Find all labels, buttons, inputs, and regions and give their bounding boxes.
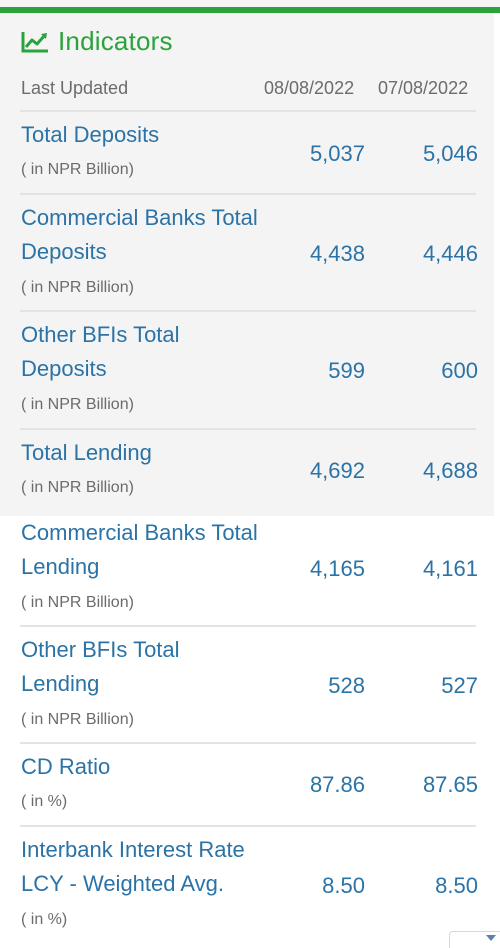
divider: [20, 625, 476, 627]
date-column-2: 07/08/2022: [378, 78, 469, 98]
chevron-down-icon: [486, 935, 496, 941]
indicator-value-date2: 4,161: [422, 556, 478, 581]
indicator-unit: ( in NPR Billion): [21, 479, 134, 496]
divider: [20, 428, 476, 430]
divider: [20, 193, 476, 195]
indicator-value-date2: 527: [441, 673, 478, 698]
accent-stripe: [0, 7, 500, 13]
indicator-label[interactable]: Other BFIs Total Lending: [21, 637, 180, 696]
line-chart-icon: [20, 30, 50, 54]
indicator-unit: ( in %): [21, 793, 68, 810]
indicator-label[interactable]: Commercial Banks Total Deposits: [21, 205, 258, 264]
panel-edge: [494, 13, 500, 516]
indicator-value-date2: 4,446: [422, 241, 478, 266]
panel-title-text: Indicators: [58, 26, 173, 56]
recaptcha-badge[interactable]: [449, 931, 500, 948]
indicator-value-date2: 87.65: [422, 772, 478, 797]
panel-title: Indicators: [20, 26, 173, 57]
indicator-unit: ( in NPR Billion): [21, 161, 134, 178]
divider: [20, 825, 476, 827]
indicator-value-date2: 4,688: [422, 458, 478, 483]
indicator-label[interactable]: Interbank Interest Rate LCY - Weighted A…: [21, 837, 245, 896]
indicator-label[interactable]: Total Lending: [21, 440, 152, 465]
indicator-value-date1: 4,438: [309, 241, 365, 266]
divider: [20, 310, 476, 312]
indicator-value-date1: 528: [328, 673, 365, 698]
indicator-label[interactable]: Other BFIs Total Deposits: [21, 322, 180, 381]
date-column-1: 08/08/2022: [264, 78, 355, 98]
indicator-unit: ( in NPR Billion): [21, 396, 134, 413]
indicator-unit: ( in NPR Billion): [21, 594, 134, 611]
indicator-value-date2: 8.50: [435, 873, 478, 898]
indicator-unit: ( in NPR Billion): [21, 279, 134, 296]
divider: [20, 110, 476, 112]
indicator-unit: ( in %): [21, 911, 68, 928]
indicator-value-date1: 599: [328, 358, 365, 383]
indicator-value-date2: 5,046: [422, 141, 478, 166]
indicator-value-date1: 87.86: [309, 772, 365, 797]
indicator-value-date1: 8.50: [322, 873, 365, 898]
indicator-label[interactable]: Total Deposits: [21, 122, 160, 147]
indicators-panel-top: [0, 0, 500, 516]
indicator-label[interactable]: CD Ratio: [21, 754, 111, 779]
indicator-unit: ( in NPR Billion): [21, 711, 134, 728]
indicator-value-date1: 4,692: [309, 458, 365, 483]
indicator-label[interactable]: Commercial Banks Total Lending: [21, 520, 258, 579]
indicator-value-date1: 5,037: [309, 141, 365, 166]
indicator-value-date2: 600: [441, 358, 478, 383]
indicator-value-date1: 4,165: [309, 556, 365, 581]
last-updated-label: Last Updated: [21, 78, 129, 98]
divider: [20, 742, 476, 744]
indicators-panel-bottom: [0, 516, 500, 948]
